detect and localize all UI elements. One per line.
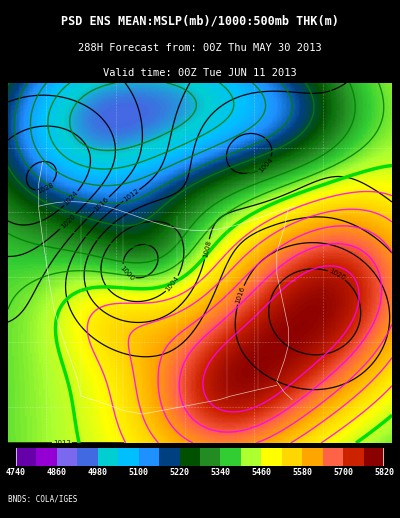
- Text: 5340: 5340: [210, 468, 230, 477]
- Bar: [343, 448, 364, 466]
- Bar: [323, 448, 343, 466]
- Text: Valid time: 00Z Tue JUN 11 2013: Valid time: 00Z Tue JUN 11 2013: [103, 68, 297, 78]
- Text: 5100: 5100: [129, 468, 149, 477]
- Bar: [364, 448, 384, 466]
- Bar: [57, 448, 77, 466]
- Text: 5580: 5580: [292, 468, 312, 477]
- Bar: [282, 448, 302, 466]
- Text: 4860: 4860: [47, 468, 67, 477]
- Bar: [98, 448, 118, 466]
- Bar: [118, 448, 139, 466]
- Text: 1016: 1016: [93, 196, 110, 212]
- Text: 1020: 1020: [59, 213, 76, 229]
- Bar: [220, 448, 241, 466]
- Text: 5220: 5220: [170, 468, 190, 477]
- Bar: [180, 448, 200, 466]
- Bar: [261, 448, 282, 466]
- Text: 1008: 1008: [202, 239, 212, 258]
- Text: 5820: 5820: [374, 468, 394, 477]
- Bar: [36, 448, 57, 466]
- Text: 4740: 4740: [6, 468, 26, 477]
- Bar: [200, 448, 220, 466]
- Text: BNDS: COLA/IGES: BNDS: COLA/IGES: [8, 495, 77, 504]
- Text: 5460: 5460: [251, 468, 271, 477]
- Text: 1016: 1016: [235, 285, 246, 305]
- Text: 5700: 5700: [333, 468, 353, 477]
- Bar: [139, 448, 159, 466]
- Text: 1028: 1028: [36, 182, 55, 195]
- Text: 1004: 1004: [165, 275, 180, 293]
- Bar: [16, 448, 36, 466]
- Text: 1024: 1024: [63, 190, 80, 207]
- Text: 288H Forecast from: 00Z Thu MAY 30 2013: 288H Forecast from: 00Z Thu MAY 30 2013: [78, 43, 322, 53]
- Text: 1000: 1000: [118, 265, 135, 282]
- Text: 1012: 1012: [53, 440, 71, 446]
- Bar: [77, 448, 98, 466]
- Text: PSD ENS MEAN:MSLP(mb)/1000:500mb THK(m): PSD ENS MEAN:MSLP(mb)/1000:500mb THK(m): [61, 14, 339, 27]
- Text: 1012: 1012: [122, 188, 140, 203]
- Text: 4980: 4980: [88, 468, 108, 477]
- Polygon shape: [9, 448, 16, 466]
- Text: 1020: 1020: [328, 268, 346, 281]
- Bar: [302, 448, 323, 466]
- Polygon shape: [384, 448, 391, 466]
- Bar: [241, 448, 261, 466]
- Text: 1004: 1004: [258, 156, 274, 174]
- Bar: [159, 448, 180, 466]
